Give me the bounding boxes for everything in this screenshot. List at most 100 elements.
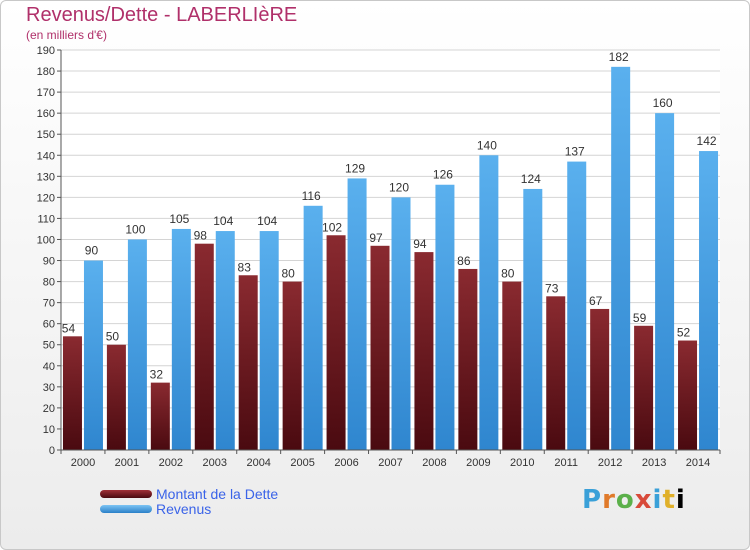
- data-label-dette: 67: [589, 294, 603, 308]
- bar-revenus: [83, 260, 103, 450]
- bar-revenus: [391, 197, 411, 450]
- y-tick-label: 100: [37, 234, 55, 246]
- data-label-dette: 52: [677, 326, 691, 340]
- bar-dette: [282, 281, 302, 450]
- bar-dette: [458, 268, 478, 450]
- bar-revenus: [127, 239, 147, 450]
- data-label-revenus: 104: [257, 214, 277, 228]
- y-tick-label: 0: [49, 445, 55, 457]
- data-label-dette: 97: [369, 231, 383, 245]
- bar-revenus: [479, 155, 499, 450]
- bar-dette: [634, 325, 654, 450]
- bar-dette: [678, 340, 698, 450]
- data-label-dette: 32: [150, 368, 164, 382]
- data-label-dette: 50: [106, 330, 120, 344]
- y-tick-label: 60: [43, 319, 55, 331]
- y-tick-label: 90: [43, 256, 55, 268]
- x-tick-label: 2001: [115, 457, 139, 469]
- data-label-revenus: 124: [521, 172, 541, 186]
- data-label-revenus: 126: [433, 168, 453, 182]
- x-tick-label: 2005: [290, 457, 314, 469]
- data-label-revenus: 90: [85, 244, 99, 258]
- data-label-revenus: 129: [345, 161, 365, 175]
- x-tick-label: 2013: [642, 457, 666, 469]
- legend: Montant de la Dette Revenus: [100, 486, 278, 517]
- data-label-revenus: 120: [389, 180, 409, 194]
- bar-revenus: [655, 113, 675, 450]
- data-label-revenus: 160: [653, 96, 673, 110]
- bar-dette: [370, 245, 390, 450]
- x-tick-label: 2010: [510, 457, 534, 469]
- y-tick-label: 20: [43, 403, 55, 415]
- bar-revenus: [215, 231, 235, 450]
- y-tick-label: 30: [43, 382, 55, 394]
- bar-dette: [502, 281, 522, 450]
- data-label-revenus: 140: [477, 138, 497, 152]
- y-tick-label: 40: [43, 361, 55, 373]
- bar-dette: [150, 382, 170, 450]
- x-tick-label: 2006: [334, 457, 358, 469]
- legend-swatch-dette: [100, 489, 152, 498]
- bar-revenus: [435, 184, 455, 450]
- y-tick-label: 150: [37, 129, 55, 141]
- bar-dette: [106, 344, 126, 450]
- bar-revenus: [259, 231, 279, 450]
- bar-dette: [238, 275, 258, 450]
- bar-revenus: [611, 66, 631, 450]
- bar-dette: [414, 252, 434, 450]
- y-tick-label: 190: [37, 45, 55, 57]
- bar-dette: [62, 336, 82, 450]
- bar-revenus: [347, 178, 367, 450]
- x-tick-label: 2012: [598, 457, 622, 469]
- data-label-dette: 83: [238, 260, 252, 274]
- x-tick-label: 2002: [159, 457, 183, 469]
- y-tick-label: 130: [37, 171, 55, 183]
- data-label-revenus: 137: [565, 145, 585, 159]
- bar-revenus: [171, 228, 191, 450]
- x-tick-label: 2011: [554, 457, 578, 469]
- y-tick-label: 140: [37, 150, 55, 162]
- legend-swatch-revenus: [100, 504, 152, 513]
- data-label-revenus: 142: [697, 134, 717, 148]
- bar-dette: [194, 243, 214, 450]
- data-label-revenus: 182: [609, 50, 629, 64]
- data-label-dette: 102: [322, 220, 342, 234]
- data-label-revenus: 100: [125, 222, 145, 236]
- bar-revenus: [699, 151, 719, 451]
- data-label-dette: 54: [62, 321, 76, 335]
- y-tick-label: 80: [43, 277, 55, 289]
- data-label-revenus: 104: [213, 214, 233, 228]
- data-label-dette: 80: [501, 267, 515, 281]
- y-tick-label: 120: [37, 192, 55, 204]
- data-label-dette: 98: [194, 229, 208, 243]
- x-tick-label: 2014: [686, 457, 710, 469]
- bar-dette: [546, 296, 566, 450]
- data-label-revenus: 116: [302, 189, 321, 203]
- data-label-dette: 94: [413, 237, 427, 251]
- x-tick-label: 2007: [378, 457, 402, 469]
- legend-item-dette: Montant de la Dette: [100, 486, 278, 502]
- chart-title: Revenus/Dette - LABERLIèRE: [26, 4, 298, 26]
- bar-revenus: [567, 161, 587, 450]
- data-label-dette: 86: [457, 254, 471, 268]
- data-label-dette: 73: [545, 281, 559, 295]
- data-label-dette: 59: [633, 311, 647, 325]
- x-tick-label: 2004: [246, 457, 270, 469]
- y-tick-label: 160: [37, 108, 55, 120]
- proxiti-logo: Proxiti: [582, 485, 686, 515]
- y-tick-label: 180: [37, 66, 55, 78]
- x-tick-label: 2000: [71, 457, 95, 469]
- bar-revenus: [523, 188, 543, 450]
- x-tick-label: 2009: [466, 457, 490, 469]
- chart-subtitle: (en milliers d'€): [26, 28, 107, 42]
- x-tick-label: 2008: [422, 457, 446, 469]
- y-tick-label: 70: [43, 298, 55, 310]
- y-tick-label: 110: [37, 213, 55, 225]
- plot-area: [61, 50, 720, 450]
- x-tick-label: 2003: [203, 457, 227, 469]
- legend-label-revenus: Revenus: [156, 500, 212, 517]
- bar-revenus: [303, 205, 323, 450]
- bar-dette: [590, 308, 610, 450]
- data-label-revenus: 105: [169, 212, 189, 226]
